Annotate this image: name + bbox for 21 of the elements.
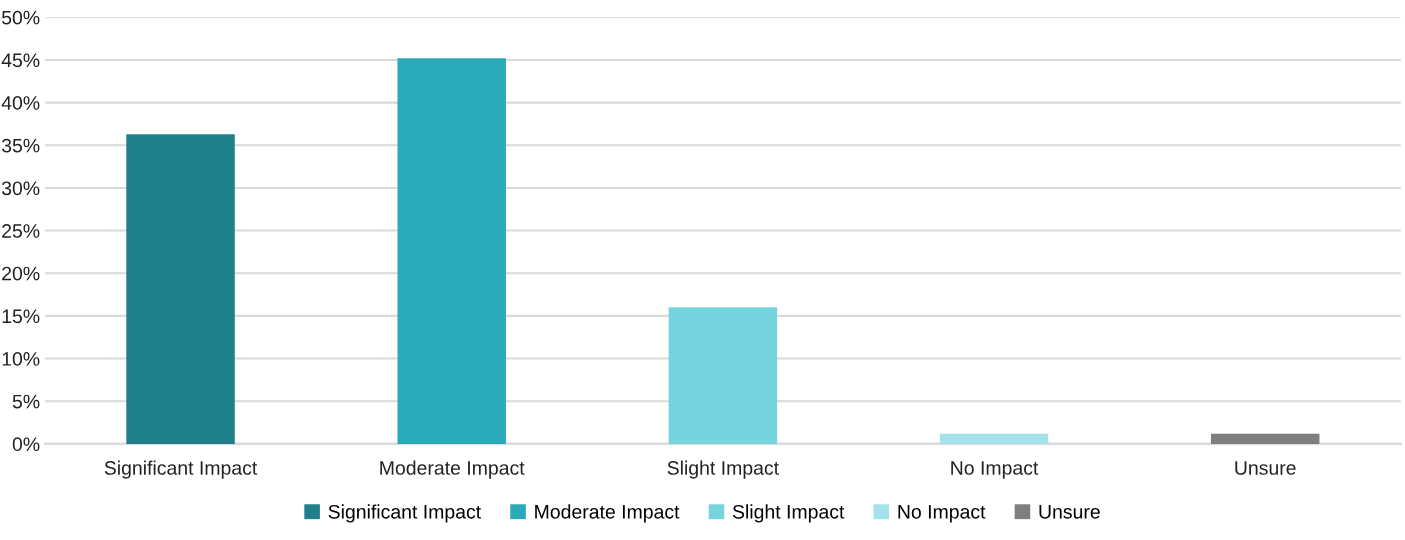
x-tick-label: Significant Impact xyxy=(104,460,258,479)
y-tick-label: 40% xyxy=(1,96,40,110)
legend-label: Moderate Impact xyxy=(535,504,680,523)
y-tick-label: 5% xyxy=(12,394,40,409)
x-tick-label: No Impact xyxy=(951,461,1039,479)
y-tick-label: 25% xyxy=(2,224,40,238)
y-tick-label: 15% xyxy=(2,309,40,324)
x-tick-label: Slight Impact xyxy=(667,460,779,479)
y-tick-label: 35% xyxy=(1,138,40,153)
legend-label: Slight Impact xyxy=(732,504,845,523)
legend-label: Significant Impact xyxy=(328,504,481,523)
x-tick-label: Unsure xyxy=(1235,461,1296,475)
y-tick-label: 50% xyxy=(1,10,40,25)
y-tick-label: 45% xyxy=(1,53,40,68)
y-tick-label: 0% xyxy=(12,437,40,452)
y-tick-label: 10% xyxy=(2,352,40,366)
x-tick-label: Moderate Impact xyxy=(380,460,525,479)
legend-label: No Impact xyxy=(898,505,986,523)
legend-label: Unsure xyxy=(1039,505,1100,519)
y-tick-label: 20% xyxy=(2,266,40,281)
y-tick-label: 30% xyxy=(1,181,40,196)
